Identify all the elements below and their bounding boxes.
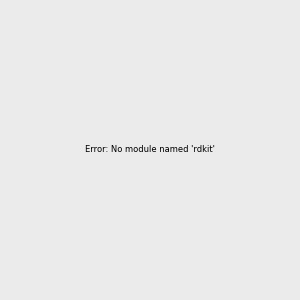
Text: Error: No module named 'rdkit': Error: No module named 'rdkit' xyxy=(85,146,215,154)
